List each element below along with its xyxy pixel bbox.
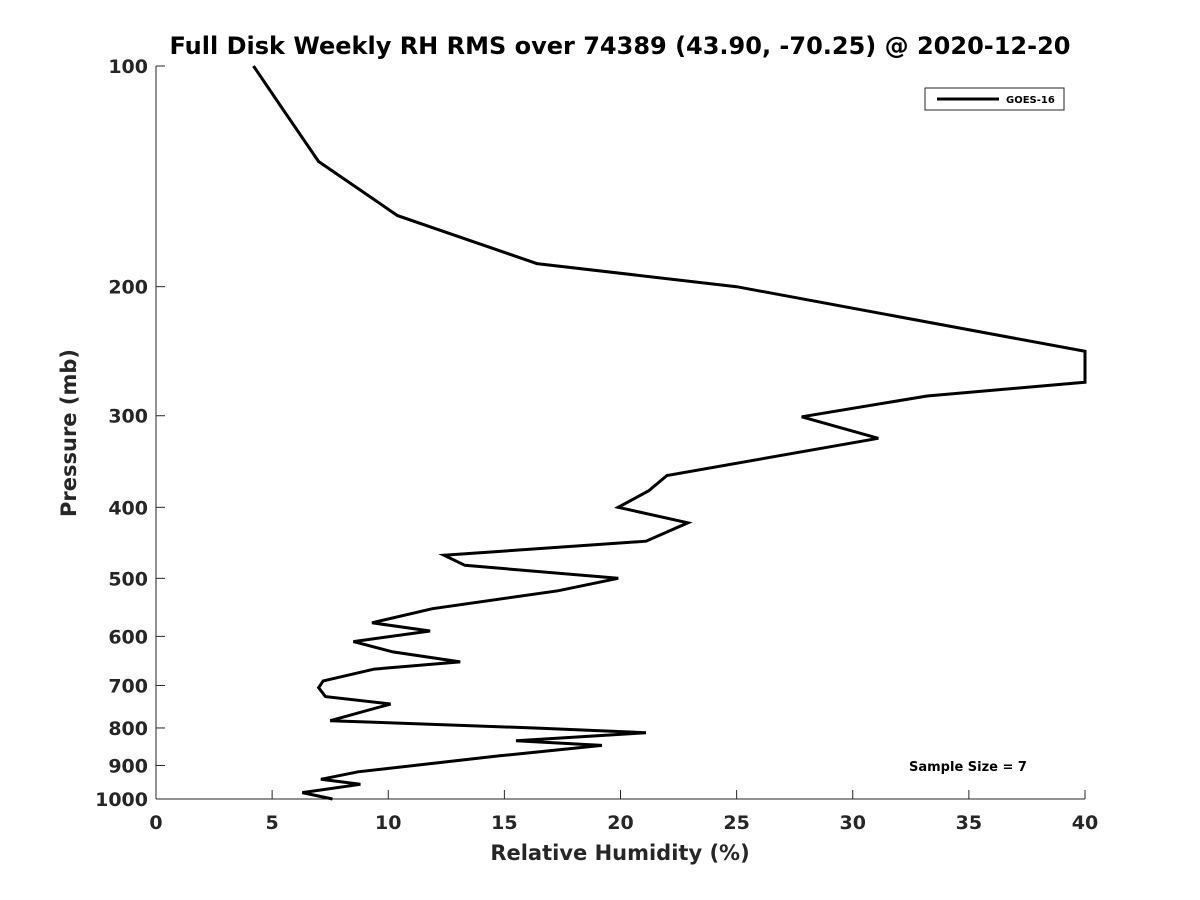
x-tick-label: 30 xyxy=(840,812,866,834)
x-tick-label: 35 xyxy=(956,812,982,834)
legend: GOES-16 xyxy=(924,87,1065,111)
x-tick-label: 25 xyxy=(723,812,749,834)
y-tick-label: 200 xyxy=(108,277,148,299)
y-axis-label: Pressure (mb) xyxy=(57,349,81,517)
x-tick-label: 0 xyxy=(149,812,162,834)
x-axis-label: Relative Humidity (%) xyxy=(490,841,749,865)
y-tick-label: 500 xyxy=(108,568,148,590)
sample-size-annotation: Sample Size = 7 xyxy=(909,760,1027,775)
x-tick-label: 20 xyxy=(607,812,633,834)
y-tick-label: 800 xyxy=(108,718,148,740)
y-tick-label: 1000 xyxy=(95,789,148,811)
y-tick-label: 900 xyxy=(108,755,148,777)
y-tick-label: 300 xyxy=(108,406,148,428)
y-tick-label: 100 xyxy=(108,56,148,78)
x-tick-label: 15 xyxy=(491,812,517,834)
plot-area: 0 5 10 15 20 25 30 35 40 100 200 300 400 500 600 700 800… xyxy=(95,56,1098,834)
x-tick-label: 40 xyxy=(1072,812,1098,834)
y-tick-label: 700 xyxy=(108,675,148,697)
x-tick-label: 10 xyxy=(375,812,401,834)
y-tick-label: 600 xyxy=(108,626,148,648)
chart-title: Full Disk Weekly RH RMS over 74389 (43.9… xyxy=(169,32,1070,60)
x-tick-label: 5 xyxy=(266,812,279,834)
legend-label: GOES-16 xyxy=(1006,95,1055,106)
series-line xyxy=(252,65,1087,801)
y-tick-label: 400 xyxy=(108,497,148,519)
